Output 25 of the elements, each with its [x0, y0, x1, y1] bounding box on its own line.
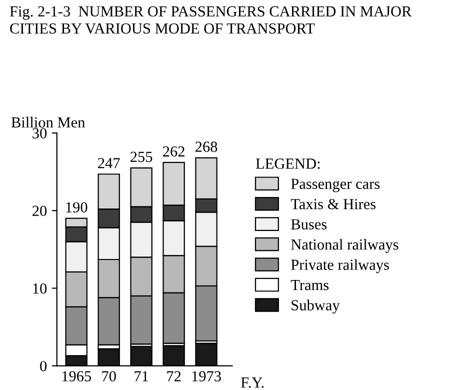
legend-label: Taxis & Hires	[290, 198, 376, 210]
legend-label: National railways	[291, 238, 398, 253]
chart-title: Fig. 2-1-3 NUMBER OF PASSENGERS CARRIED IN MAJOR CITIES BY VARIOUS MODE OF TRANSPORT	[10, 6, 412, 34]
x-tick-label: 1973	[192, 371, 221, 382]
x-axis-title: F.Y.	[241, 378, 264, 388]
legend-label: Private railways	[291, 259, 389, 274]
x-tick-label: 70	[102, 371, 116, 382]
x-tick-label: 71	[134, 371, 148, 382]
y-tick-label: 10	[33, 283, 47, 294]
y-tick-label: 30	[32, 128, 47, 138]
y-axis-title: Billion Men	[11, 116, 86, 128]
y-tick-label: 20	[32, 206, 47, 216]
x-tick-label: 1965	[62, 371, 92, 382]
legend-label: Buses	[291, 219, 327, 230]
legend-title: LEGEND:	[256, 158, 320, 169]
y-tick-label: 0	[40, 360, 47, 372]
legend-label: Passenger cars	[291, 178, 380, 192]
annotation: 255	[130, 152, 152, 162]
annotation: 190	[66, 202, 88, 212]
legend-label: Trams	[290, 280, 329, 290]
annotation: 268	[195, 142, 218, 152]
annotation: 247	[98, 158, 120, 168]
annotation: 262	[163, 146, 184, 157]
legend-label: Subway	[292, 300, 340, 314]
x-tick-label: 72	[167, 371, 181, 382]
